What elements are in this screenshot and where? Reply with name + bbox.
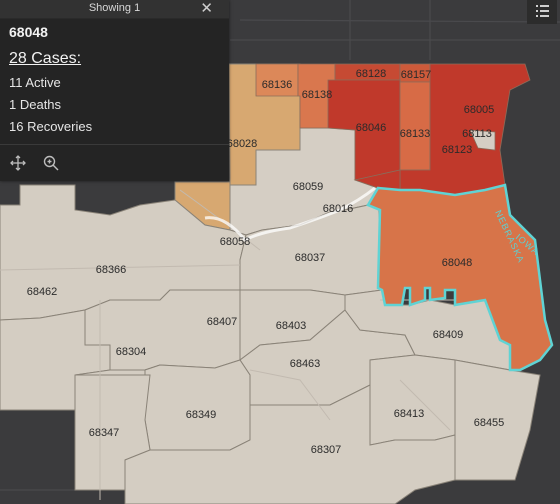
zip-label-68409: 68409: [433, 329, 464, 341]
popup-cases-total: 28 Cases:: [9, 50, 82, 67]
legend-button[interactable]: [527, 0, 557, 24]
zip-label-68113: 68113: [462, 128, 492, 140]
zip-label-68366: 68366: [96, 264, 127, 276]
zip-label-68037: 68037: [295, 252, 326, 264]
zip-label-68059: 68059: [293, 181, 324, 193]
zip-area-68133[interactable]: [399, 81, 431, 171]
basemap-roads: [0, 0, 560, 491]
info-popup: Showing 1 ✕ 68048 28 Cases: 11 Active 1 …: [0, 0, 229, 181]
zip-area-68413[interactable]: [369, 354, 456, 446]
zip-label-68128: 68128: [356, 68, 387, 80]
zip-area-68307[interactable]: [124, 384, 456, 504]
popup-recoveries-count: 16 Recoveries: [9, 119, 93, 134]
zip-label-68307: 68307: [311, 444, 342, 456]
zip-label-68413: 68413: [394, 408, 425, 420]
zip-label-68005: 68005: [464, 104, 495, 116]
zip-label-68136: 68136: [262, 79, 293, 91]
zip-label-68349: 68349: [186, 409, 217, 421]
zip-label-68304: 68304: [116, 346, 147, 358]
zip-labels: 68136 68138 68128 68157 68005 68046 6813…: [27, 68, 505, 456]
popup-header: Showing 1 ✕: [0, 0, 229, 19]
close-icon[interactable]: ✕: [200, 0, 213, 17]
legend-list-icon: [536, 5, 549, 17]
popup-footer: [0, 144, 229, 181]
zip-label-68463: 68463: [290, 358, 321, 370]
zip-label-68347: 68347: [89, 427, 120, 439]
pan-icon[interactable]: [9, 154, 27, 172]
zoom-to-icon[interactable]: [42, 154, 60, 172]
zip-label-68138: 68138: [302, 89, 333, 101]
zip-label-68407: 68407: [207, 316, 238, 328]
zip-label-68046: 68046: [356, 122, 387, 134]
zip-area-68113[interactable]: [469, 129, 496, 151]
zip-label-68028: 68028: [227, 138, 258, 150]
zip-label-68403: 68403: [276, 320, 307, 332]
popup-deaths-count: 1 Deaths: [9, 97, 62, 112]
zip-label-68455: 68455: [474, 417, 505, 429]
zip-area-68048-selected[interactable]: [366, 183, 554, 372]
zip-label-68016: 68016: [323, 203, 354, 215]
zip-label-68133: 68133: [400, 128, 431, 140]
zip-label-68048: 68048: [442, 257, 473, 269]
popup-body: 68048 28 Cases: 11 Active 1 Deaths 16 Re…: [0, 19, 229, 138]
popup-active-count: 11 Active: [9, 75, 61, 90]
zip-areas-no-cases: [0, 63, 541, 504]
zip-label-68157: 68157: [401, 69, 432, 81]
popup-feature-count: Showing 1: [88, 2, 141, 14]
zip-label-68058: 68058: [220, 236, 251, 248]
river: [204, 186, 376, 242]
popup-zip-title: 68048: [9, 24, 48, 40]
zip-area-68349[interactable]: [144, 359, 251, 451]
zip-label-68462: 68462: [27, 286, 58, 298]
zip-areas-with-cases: [255, 63, 531, 196]
zip-label-68123: 68123: [442, 144, 473, 156]
